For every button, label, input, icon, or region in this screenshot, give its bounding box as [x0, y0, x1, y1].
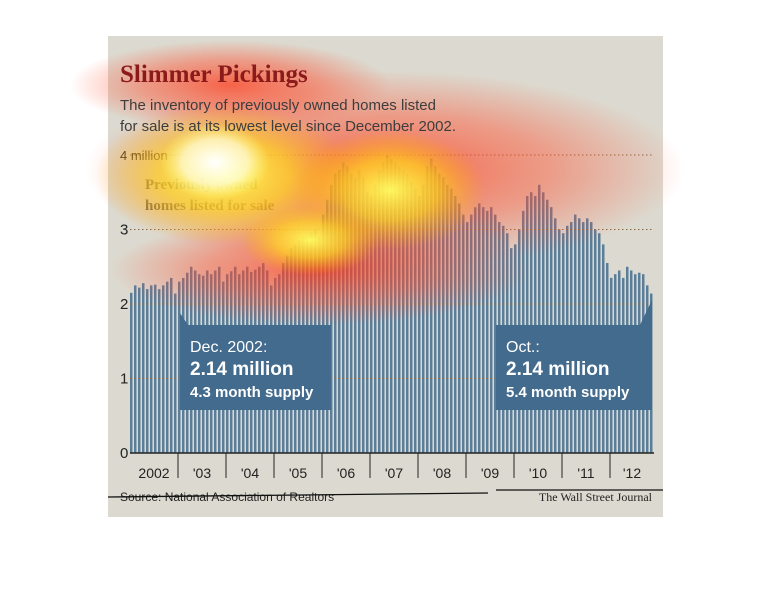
bar	[162, 285, 165, 454]
x-tick-label: 2002	[138, 465, 169, 481]
bar	[378, 169, 381, 453]
x-tick-label: '11	[577, 465, 594, 481]
bar	[370, 195, 373, 453]
bar	[362, 177, 365, 453]
bar	[538, 184, 541, 454]
bar	[338, 169, 341, 453]
bar	[418, 195, 421, 453]
bar	[174, 293, 177, 453]
bar	[346, 166, 349, 453]
x-tick-label: '06	[337, 465, 355, 481]
bar	[166, 281, 169, 453]
bar	[458, 203, 461, 453]
callout-dec-2002: Dec. 2002: 2.14 million 4.3 month supply	[180, 313, 331, 410]
x-tick-label: '07	[385, 465, 403, 481]
callout-oct-sub: 5.4 month supply	[506, 384, 630, 401]
bar	[134, 285, 137, 454]
bar	[526, 195, 529, 453]
bar	[478, 203, 481, 453]
bar	[438, 173, 441, 454]
bar	[350, 173, 353, 454]
bar	[454, 195, 457, 453]
bar	[170, 277, 173, 453]
bar	[402, 169, 405, 453]
bar	[482, 207, 485, 453]
bar	[342, 162, 345, 453]
bar	[474, 207, 477, 453]
bar	[542, 192, 545, 453]
bar	[334, 173, 337, 454]
bar	[178, 281, 181, 453]
chart-subtitle-line2: for sale is at its lowest level since De…	[120, 118, 456, 135]
x-tick-label: '10	[529, 465, 547, 481]
bar	[146, 289, 149, 453]
bar	[382, 162, 385, 453]
callout-oct-head: Oct.:	[506, 339, 540, 356]
bar	[410, 181, 413, 453]
bar	[462, 214, 465, 453]
x-tick-label: '04	[241, 465, 259, 481]
bar	[450, 188, 453, 453]
bar	[490, 207, 493, 453]
bar	[374, 184, 377, 454]
chart-title: Slimmer Pickings	[120, 61, 308, 88]
x-tick-label: '05	[289, 465, 307, 481]
bar	[398, 166, 401, 453]
bar	[138, 287, 141, 453]
y-tick-label: 1	[120, 371, 128, 388]
bar	[390, 158, 393, 453]
x-tick-label: '03	[193, 465, 211, 481]
bar	[354, 177, 357, 453]
source-strike-line	[107, 492, 489, 498]
bar	[358, 169, 361, 453]
bar	[470, 214, 473, 453]
bar	[426, 166, 429, 453]
bar	[414, 188, 417, 453]
bar	[422, 184, 425, 454]
callout-oct: Oct.: 2.14 million 5.4 month supply	[496, 300, 652, 410]
y-tick-label: 4 million	[120, 148, 168, 163]
x-tick-label: '12	[623, 465, 641, 481]
bar	[150, 285, 153, 454]
bar	[366, 192, 369, 453]
callout-dec-2002-sub: 4.3 month supply	[190, 384, 314, 401]
x-axis: 2002 '03 '04 '05 '06 '07 '08 '09 '10 '11 '12	[138, 453, 641, 481]
bar	[494, 214, 497, 453]
bar	[130, 292, 133, 453]
bar	[446, 184, 449, 454]
x-tick-label: '08	[433, 465, 451, 481]
bar	[154, 284, 157, 453]
series-label-line1: Previously owned	[145, 177, 258, 193]
bar	[434, 166, 437, 453]
bar	[430, 158, 433, 453]
bar	[394, 162, 397, 453]
bar	[142, 283, 145, 453]
callout-oct-value: 2.14 million	[506, 359, 609, 380]
bar	[406, 173, 409, 454]
callout-oct-box	[496, 300, 652, 410]
callout-dec-2002-box	[180, 313, 331, 410]
y-tick-label: 3	[120, 222, 128, 239]
source-note: Source: National Association of Realtors	[120, 490, 334, 504]
bar	[442, 177, 445, 453]
x-tick-label: '09	[481, 465, 499, 481]
bar	[486, 210, 489, 454]
y-tick-label: 0	[120, 445, 128, 462]
series-label-line2: homes listed for sale	[145, 198, 275, 214]
y-tick-label: 2	[120, 296, 128, 313]
callout-dec-2002-head: Dec. 2002:	[190, 339, 267, 356]
callout-dec-2002-value: 2.14 million	[190, 359, 293, 380]
bar	[158, 289, 161, 453]
bar	[466, 222, 469, 453]
chart-subtitle-line1: The inventory of previously owned homes …	[120, 97, 436, 114]
bar	[330, 184, 333, 454]
bar	[530, 192, 533, 453]
bar	[534, 195, 537, 453]
publisher-credit: The Wall Street Journal	[539, 490, 653, 504]
